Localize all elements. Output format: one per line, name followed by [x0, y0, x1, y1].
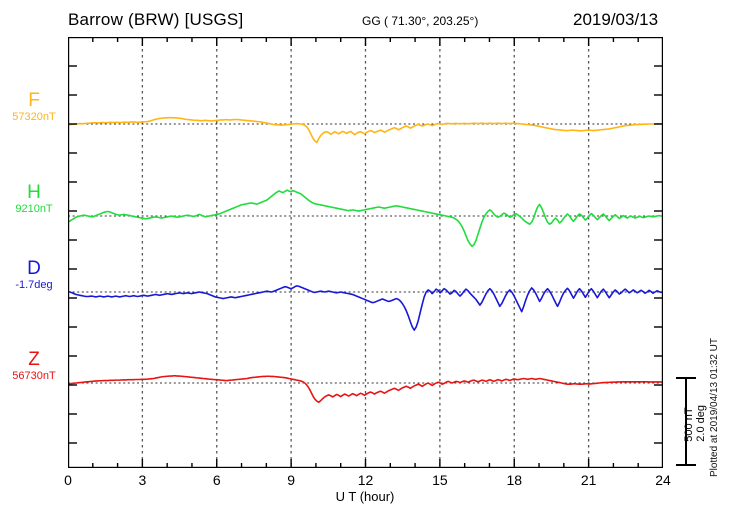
scale-deg-label: 2.0 deg — [695, 405, 707, 442]
component-symbol-z: Z — [28, 349, 40, 370]
scale-bar-text: 500 nT 2.0 deg — [683, 405, 707, 442]
component-symbol-f: F — [28, 90, 40, 111]
scale-bar-stem — [685, 377, 687, 465]
component-symbol-h: H — [27, 182, 41, 203]
right-axis-ticks — [654, 65, 663, 444]
component-label-d: D -1.7deg — [2, 259, 66, 292]
scale-bar-bottom-cap — [676, 464, 696, 466]
x-tick-12: 12 — [357, 472, 374, 488]
geographic-coordinates: GG ( 71.30°, 203.25°) — [362, 14, 479, 28]
gridlines — [141, 37, 590, 468]
component-label-z: Z 56730nT — [2, 350, 66, 383]
component-value-h: 9210nT — [15, 203, 53, 215]
x-tick-18: 18 — [506, 472, 523, 488]
bottom-axis-ticks — [68, 459, 663, 468]
x-tick-3: 3 — [138, 472, 147, 488]
scale-nt-label: 500 nT — [683, 407, 695, 442]
component-symbol-d: D — [27, 258, 41, 279]
x-tick-6: 6 — [212, 472, 221, 488]
x-tick-0: 0 — [64, 472, 72, 488]
x-tick-21: 21 — [580, 472, 597, 488]
x-tick-24: 24 — [655, 472, 671, 488]
component-value-d: -1.7deg — [15, 279, 53, 291]
x-axis-label: U T (hour) — [335, 489, 395, 504]
observation-date: 2019/03/13 — [573, 10, 659, 29]
top-axis-ticks — [68, 37, 663, 46]
component-label-h: H 9210nT — [2, 183, 66, 216]
left-axis-ticks — [68, 65, 77, 444]
trace-group — [68, 116, 663, 404]
component-value-f: 57320nT — [12, 111, 56, 123]
page-title: Barrow (BRW) [USGS] — [68, 10, 244, 29]
component-value-z: 56730nT — [12, 370, 56, 382]
x-tick-15: 15 — [432, 472, 448, 488]
component-label-f: F 57320nT — [2, 91, 66, 124]
x-tick-9: 9 — [287, 472, 296, 488]
plotted-timestamp: Plotted at 2019/04/13 01:32 UT — [709, 338, 720, 477]
magnetogram-plot — [68, 37, 663, 468]
